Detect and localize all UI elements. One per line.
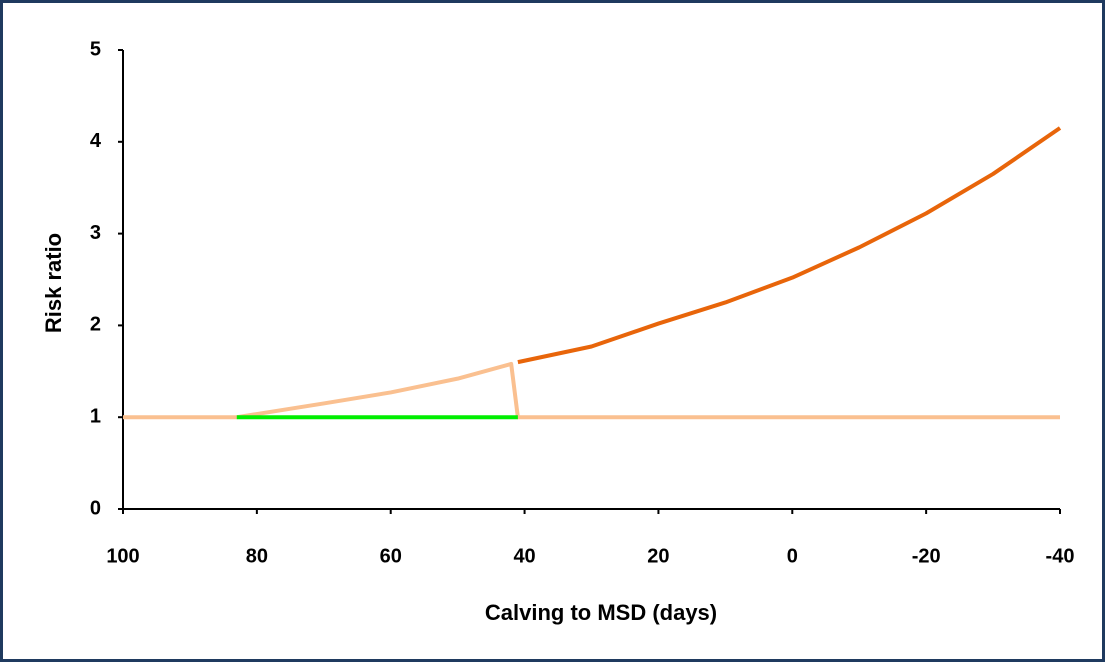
- x-tick-label: -20: [912, 545, 941, 567]
- x-axis-title: Calving to MSD (days): [485, 600, 717, 625]
- y-tick-label: 3: [90, 222, 101, 244]
- series-line: [517, 126, 1062, 365]
- y-tick-label: 0: [90, 497, 101, 519]
- x-tick-label: 20: [647, 545, 669, 567]
- x-tick-label: 80: [246, 545, 268, 567]
- chart: Calving to MSD (days) Risk ratio 0 1 2 3 4 5 1…: [41, 38, 1075, 625]
- x-tick-label: 60: [380, 545, 402, 567]
- x-tick-label: 40: [513, 545, 535, 567]
- x-tick-label: 100: [106, 545, 139, 567]
- x-tick-label: 0: [787, 545, 798, 567]
- y-tick-label: 2: [90, 314, 101, 336]
- x-tick-label: -40: [1046, 545, 1075, 567]
- y-tick-label: 1: [90, 405, 101, 427]
- y-tick-label: 5: [90, 38, 101, 60]
- y-axis-title: Risk ratio: [41, 233, 66, 333]
- series-line: [123, 361, 1060, 420]
- y-tick-label: 4: [90, 130, 102, 152]
